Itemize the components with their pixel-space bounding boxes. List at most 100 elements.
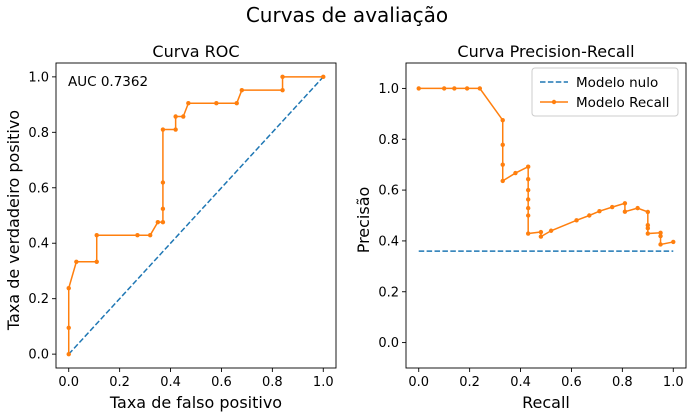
- roc-x-tick-label: 1.0: [313, 375, 334, 390]
- pr-legend-model-label: Modelo Recall: [576, 95, 669, 111]
- pr-series-1-point: [622, 209, 628, 214]
- pr-series-1-point: [525, 213, 531, 218]
- pr-series-1-point: [622, 201, 628, 206]
- pr-y-tick-label: 0.8: [378, 133, 399, 148]
- pr-series-1-point: [525, 231, 531, 236]
- roc-series-0-line: [68, 76, 324, 355]
- roc-series-1-point: [160, 219, 166, 225]
- roc-series-1-point: [234, 101, 239, 106]
- roc-axes-frame: [55, 62, 337, 369]
- roc-series-1-point: [321, 74, 326, 80]
- pr-series-1-point: [464, 86, 470, 91]
- roc-x-tick-label: 0.8: [262, 375, 283, 390]
- pr-series-1-point: [525, 176, 531, 182]
- roc-panel: Curva ROC Taxa de falso positivo Taxa de…: [4, 42, 337, 412]
- roc-series-1-point: [94, 259, 99, 264]
- pr-series-1-point: [416, 86, 421, 91]
- roc-x-tick-label: 0.0: [58, 375, 79, 390]
- pr-series-1-point: [587, 213, 592, 218]
- pr-series-1-point: [635, 205, 640, 211]
- roc-series-1-point: [173, 127, 178, 132]
- roc-series-1-point: [160, 180, 166, 185]
- pr-series-1-point: [500, 117, 505, 123]
- pr-legend-null-label: Modelo nulo: [576, 75, 658, 91]
- pr-x-tick-label: 0.8: [612, 375, 633, 390]
- roc-series-1-point: [280, 87, 285, 93]
- roc-xlabel: Taxa de falso positivo: [109, 393, 282, 412]
- pr-series-1-point: [609, 204, 615, 210]
- pr-series-1-point: [548, 228, 554, 233]
- roc-y-tick-label: 0.8: [28, 126, 49, 141]
- pr-series-1-point: [525, 187, 531, 193]
- pr-x-tick-label: 0.0: [408, 375, 429, 390]
- pr-series-1-point: [525, 197, 531, 202]
- pr-series-1-point: [645, 226, 651, 231]
- roc-series-1-point: [155, 219, 161, 225]
- roc-x-tick-label: 0.4: [160, 375, 181, 390]
- roc-y-tick-label: 0.4: [28, 237, 49, 252]
- pr-series-1-point: [658, 230, 663, 235]
- roc-title: Curva ROC: [152, 42, 239, 61]
- pr-series-1-point: [645, 209, 651, 215]
- pr-y-tick-label: 0.0: [378, 336, 399, 351]
- pr-series-1-point: [658, 233, 663, 239]
- roc-series-1-point: [147, 232, 153, 238]
- pr-series-1-point: [500, 142, 505, 148]
- pr-x-tick-label: 0.6: [561, 375, 582, 390]
- pr-series-1-point: [441, 86, 447, 91]
- pr-x-tick-label: 0.4: [510, 375, 531, 390]
- pr-y-tick-label: 1.0: [378, 82, 399, 97]
- pr-y-tick-label: 0.6: [378, 184, 399, 199]
- roc-auc-annotation: AUC 0.7362: [68, 74, 148, 90]
- roc-y-tick-label: 0.6: [28, 181, 49, 196]
- roc-y-tick-label: 0.0: [28, 348, 49, 363]
- pr-series-1-point: [513, 170, 518, 176]
- roc-series-1-point: [94, 232, 99, 238]
- roc-series-1-point: [160, 206, 166, 212]
- pr-xlabel: Recall: [522, 393, 570, 412]
- pr-x-tick-label: 0.2: [459, 375, 480, 390]
- pr-series-1-point: [671, 239, 676, 245]
- pr-legend-box: [531, 67, 679, 117]
- pr-panel: Curva Precision-Recall Recall Precisão 0…: [354, 42, 687, 412]
- pr-legend-model-marker: [551, 99, 557, 105]
- roc-series-1-point: [173, 114, 178, 119]
- roc-series-1-point: [280, 74, 285, 80]
- pr-series-1-point: [525, 164, 531, 169]
- pr-series-1-point: [500, 162, 505, 167]
- roc-series-1-point: [135, 232, 140, 238]
- roc-plot-area: 0.0 0.2 0.4 0.6 0.8 1.0 0.0 0.2 0.4 0.6 0.8 1.0: [28, 62, 337, 390]
- pr-series-1-point: [597, 208, 602, 214]
- roc-series-1-point: [239, 87, 245, 93]
- pr-series-1-point: [500, 178, 505, 184]
- pr-series-1-point: [538, 229, 544, 235]
- pr-y-tick-label: 0.2: [378, 285, 399, 300]
- pr-series-1-point: [645, 231, 651, 236]
- pr-title: Curva Precision-Recall: [457, 42, 634, 61]
- roc-series-1-point: [214, 101, 219, 106]
- pr-series-1-point: [477, 86, 483, 91]
- figure-suptitle: Curvas de avaliação: [246, 3, 448, 27]
- roc-series-1-point: [66, 285, 71, 291]
- pr-series-1-point: [452, 86, 457, 91]
- pr-series-1-point: [645, 222, 651, 228]
- pr-legend: Modelo nulo Modelo Recall: [531, 67, 679, 117]
- pr-x-tick-label: 1.0: [663, 375, 684, 390]
- roc-series-1-point: [181, 114, 186, 119]
- pr-series-1-point: [574, 218, 579, 223]
- pr-axes-frame: [405, 62, 687, 369]
- pr-series-1-point: [538, 234, 544, 239]
- pr-series-1-point: [658, 242, 663, 247]
- pr-y-tick-label: 0.4: [378, 234, 399, 249]
- roc-series-1-point: [160, 127, 166, 132]
- roc-series-1-point: [74, 259, 79, 264]
- pr-ylabel: Precisão: [354, 187, 373, 254]
- roc-y-tick-label: 0.2: [28, 292, 49, 307]
- roc-series-1-point: [66, 325, 71, 330]
- roc-series-1-point: [186, 101, 191, 106]
- roc-x-tick-label: 0.6: [211, 375, 232, 390]
- pr-plot-area: 0.0 0.2 0.4 0.6 0.8 1.0 0.0 0.2 0.4 0.6 0.8 1.0: [378, 62, 687, 390]
- roc-x-tick-label: 0.2: [109, 375, 130, 390]
- roc-series-1-point: [66, 351, 71, 357]
